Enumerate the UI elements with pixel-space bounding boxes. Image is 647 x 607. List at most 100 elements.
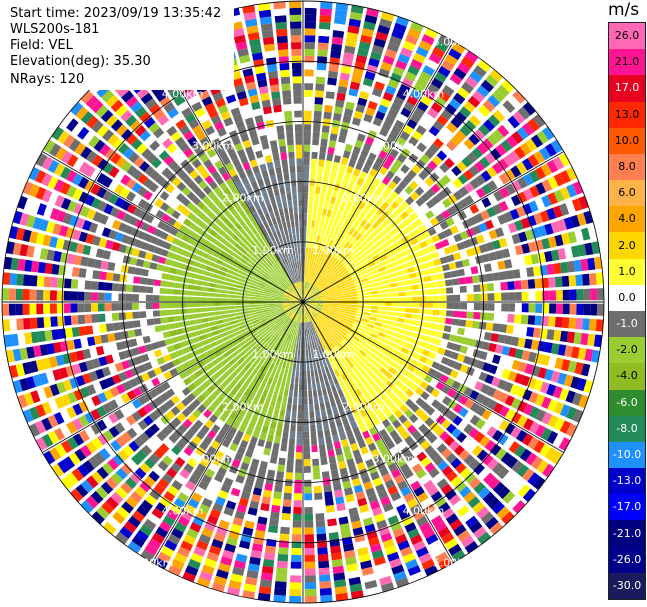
range-gate <box>482 99 496 113</box>
range-gate <box>326 283 333 289</box>
range-gate <box>423 275 432 282</box>
range-gate <box>398 414 408 424</box>
range-gate <box>305 315 309 322</box>
range-gate <box>438 557 452 570</box>
range-gate <box>432 295 440 302</box>
range-gate <box>387 108 399 119</box>
range-gate <box>388 341 397 348</box>
range-gate <box>433 138 444 149</box>
range-gate <box>376 371 384 379</box>
range-gate <box>504 423 516 435</box>
range-gate <box>343 543 355 552</box>
range-gate <box>283 339 289 347</box>
range-gate <box>342 348 349 355</box>
range-gate <box>588 273 597 286</box>
range-gate <box>384 293 392 298</box>
range-gate <box>441 145 452 156</box>
range-gate <box>235 312 243 316</box>
range-gate <box>274 587 287 596</box>
range-gate <box>290 341 295 349</box>
range-gate <box>312 286 318 293</box>
range-gate <box>261 302 269 304</box>
range-gate <box>474 161 485 173</box>
range-gate <box>283 346 288 354</box>
range-gate <box>308 397 314 405</box>
range-gate <box>268 525 278 534</box>
range-gate <box>319 338 325 346</box>
range-gate <box>496 506 510 520</box>
range-gate <box>380 61 393 72</box>
range-gate <box>323 173 330 182</box>
range-gate <box>451 549 466 562</box>
range-gate <box>272 498 282 506</box>
range-gate <box>373 325 381 331</box>
range-gate <box>403 318 411 325</box>
range-gate <box>364 298 372 302</box>
range-gate <box>488 343 497 353</box>
range-gate <box>355 371 363 380</box>
range-gate <box>320 275 326 282</box>
range-gate <box>323 111 332 120</box>
range-gate <box>451 214 461 224</box>
range-gate <box>370 265 378 271</box>
range-gate <box>179 296 187 302</box>
range-gate <box>430 102 443 113</box>
range-gate <box>322 306 330 309</box>
range-gate <box>344 274 352 280</box>
range-gate <box>283 423 290 432</box>
range-gate <box>484 374 495 385</box>
range-gate <box>260 503 270 512</box>
range-gate <box>335 311 343 315</box>
range-gate <box>493 402 504 414</box>
range-gate <box>436 150 448 161</box>
range-gate <box>222 549 235 560</box>
range-gate <box>299 315 302 323</box>
range-gate <box>323 296 330 299</box>
range-gate <box>508 347 517 358</box>
range-gate <box>459 311 467 319</box>
range-gate <box>309 304 316 309</box>
range-gate <box>354 388 363 397</box>
range-gate <box>344 302 351 305</box>
range-gate <box>346 343 354 351</box>
range-gate <box>284 417 291 425</box>
range-gate <box>173 302 180 308</box>
range-gate <box>169 329 178 337</box>
range-gate <box>176 328 184 335</box>
range-gate <box>262 298 269 300</box>
range-gate <box>400 347 409 355</box>
range-gate <box>152 295 160 302</box>
range-gate <box>412 463 423 474</box>
range-gate <box>85 325 94 335</box>
range-gate <box>363 573 376 583</box>
range-gate <box>314 309 321 314</box>
range-gate <box>404 313 412 319</box>
range-gate <box>397 153 407 163</box>
range-gate <box>293 321 297 328</box>
range-gate <box>321 464 329 472</box>
range-gate <box>303 185 309 193</box>
range-gate <box>316 423 323 432</box>
range-gate <box>70 279 79 289</box>
range-gate <box>15 303 23 316</box>
range-gate <box>303 431 310 439</box>
range-gate <box>412 147 423 158</box>
range-gate <box>339 432 347 441</box>
range-gate <box>378 298 386 302</box>
range-gate <box>432 473 444 484</box>
range-gate <box>379 367 388 375</box>
range-gate <box>264 545 276 554</box>
range-gate <box>492 462 504 475</box>
range-gate <box>410 358 419 367</box>
range-gate <box>533 379 544 392</box>
range-gate <box>305 308 308 315</box>
range-gate <box>568 317 577 329</box>
range-gate <box>311 312 317 318</box>
range-gate <box>412 228 422 237</box>
range-gate <box>310 172 316 180</box>
range-gate <box>329 307 337 311</box>
range-gate <box>354 61 366 71</box>
range-gate <box>352 146 361 155</box>
range-gate <box>534 197 546 210</box>
range-gate <box>36 317 45 329</box>
